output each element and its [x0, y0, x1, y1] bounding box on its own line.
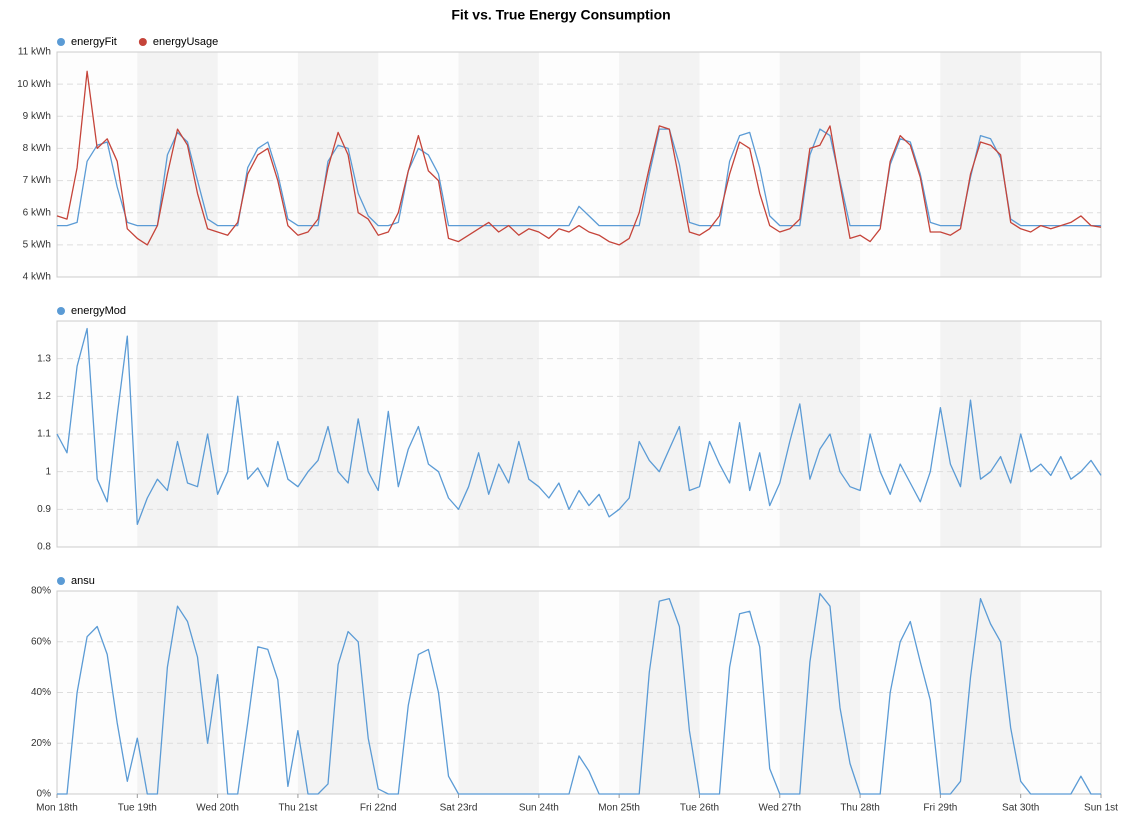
legend-marker — [138, 38, 147, 46]
x-tick-label: Mon 18th — [36, 803, 78, 814]
y-tick-label: 9 kWh — [23, 111, 51, 122]
x-tick-label: Tue 26th — [680, 803, 719, 814]
x-tick-label: Fri 29th — [923, 803, 957, 814]
series-line — [57, 592, 1101, 795]
y-tick-label: 5 kWh — [23, 239, 51, 250]
day-band — [458, 52, 539, 277]
day-band — [940, 52, 1021, 277]
legend-label: energyUsage — [153, 36, 218, 48]
series-line — [56, 327, 1102, 526]
y-tick-label: 1 — [45, 466, 51, 477]
plot-frame — [56, 590, 1102, 795]
legend-marker — [57, 38, 65, 46]
y-tick-label: 1.3 — [37, 353, 51, 364]
y-tick-label: 0.8 — [37, 542, 51, 553]
y-tick-label: 4 kWh — [23, 272, 51, 283]
x-tick-label: Mon 25th — [598, 803, 640, 814]
x-tick-label: Thu 21st — [278, 803, 317, 814]
y-tick-label: 7 kWh — [23, 175, 51, 186]
x-tick-label: Sun 24th — [519, 803, 559, 814]
day-band — [779, 52, 861, 277]
x-tick-label: Wed 20th — [196, 803, 239, 814]
legend-label: energyMod — [71, 305, 126, 317]
y-tick-label: 0.9 — [37, 504, 51, 515]
y-tick-label: 11 kWh — [18, 47, 51, 58]
x-tick-label: Thu 28th — [840, 803, 879, 814]
y-tick-label: 0% — [37, 789, 52, 800]
series-line — [56, 70, 1102, 246]
y-tick-label: 10 kWh — [17, 79, 51, 90]
x-tick-label: Sat 23rd — [440, 803, 478, 814]
y-tick-label: 80% — [31, 586, 51, 597]
y-tick-label: 40% — [31, 687, 51, 698]
y-tick-label: 1.2 — [37, 391, 51, 402]
x-tick-label: Wed 27th — [758, 803, 801, 814]
day-band — [619, 52, 700, 277]
legend-label: ansu — [71, 575, 95, 587]
x-tick-label: Tue 19th — [118, 803, 157, 814]
y-tick-label: 20% — [31, 738, 51, 749]
series-line — [57, 128, 1101, 227]
x-tick-label: Sat 30th — [1002, 803, 1039, 814]
plot-frame — [56, 51, 1102, 278]
y-tick-label: 1.1 — [37, 429, 51, 440]
y-tick-label: 60% — [31, 636, 51, 647]
x-tick-label: Fri 22nd — [360, 803, 397, 814]
legend-label: energyFit — [71, 36, 117, 48]
chart-title: Fit vs. True Energy Consumption — [451, 7, 670, 23]
day-band — [137, 52, 218, 277]
y-tick-label: 8 kWh — [23, 143, 51, 154]
plot-background — [57, 52, 1101, 277]
y-tick-label: 6 kWh — [23, 207, 51, 218]
legend-marker — [57, 307, 65, 315]
x-tick-label: Sun 1st — [1084, 803, 1118, 814]
day-band — [297, 52, 379, 277]
legend-marker — [57, 577, 65, 585]
